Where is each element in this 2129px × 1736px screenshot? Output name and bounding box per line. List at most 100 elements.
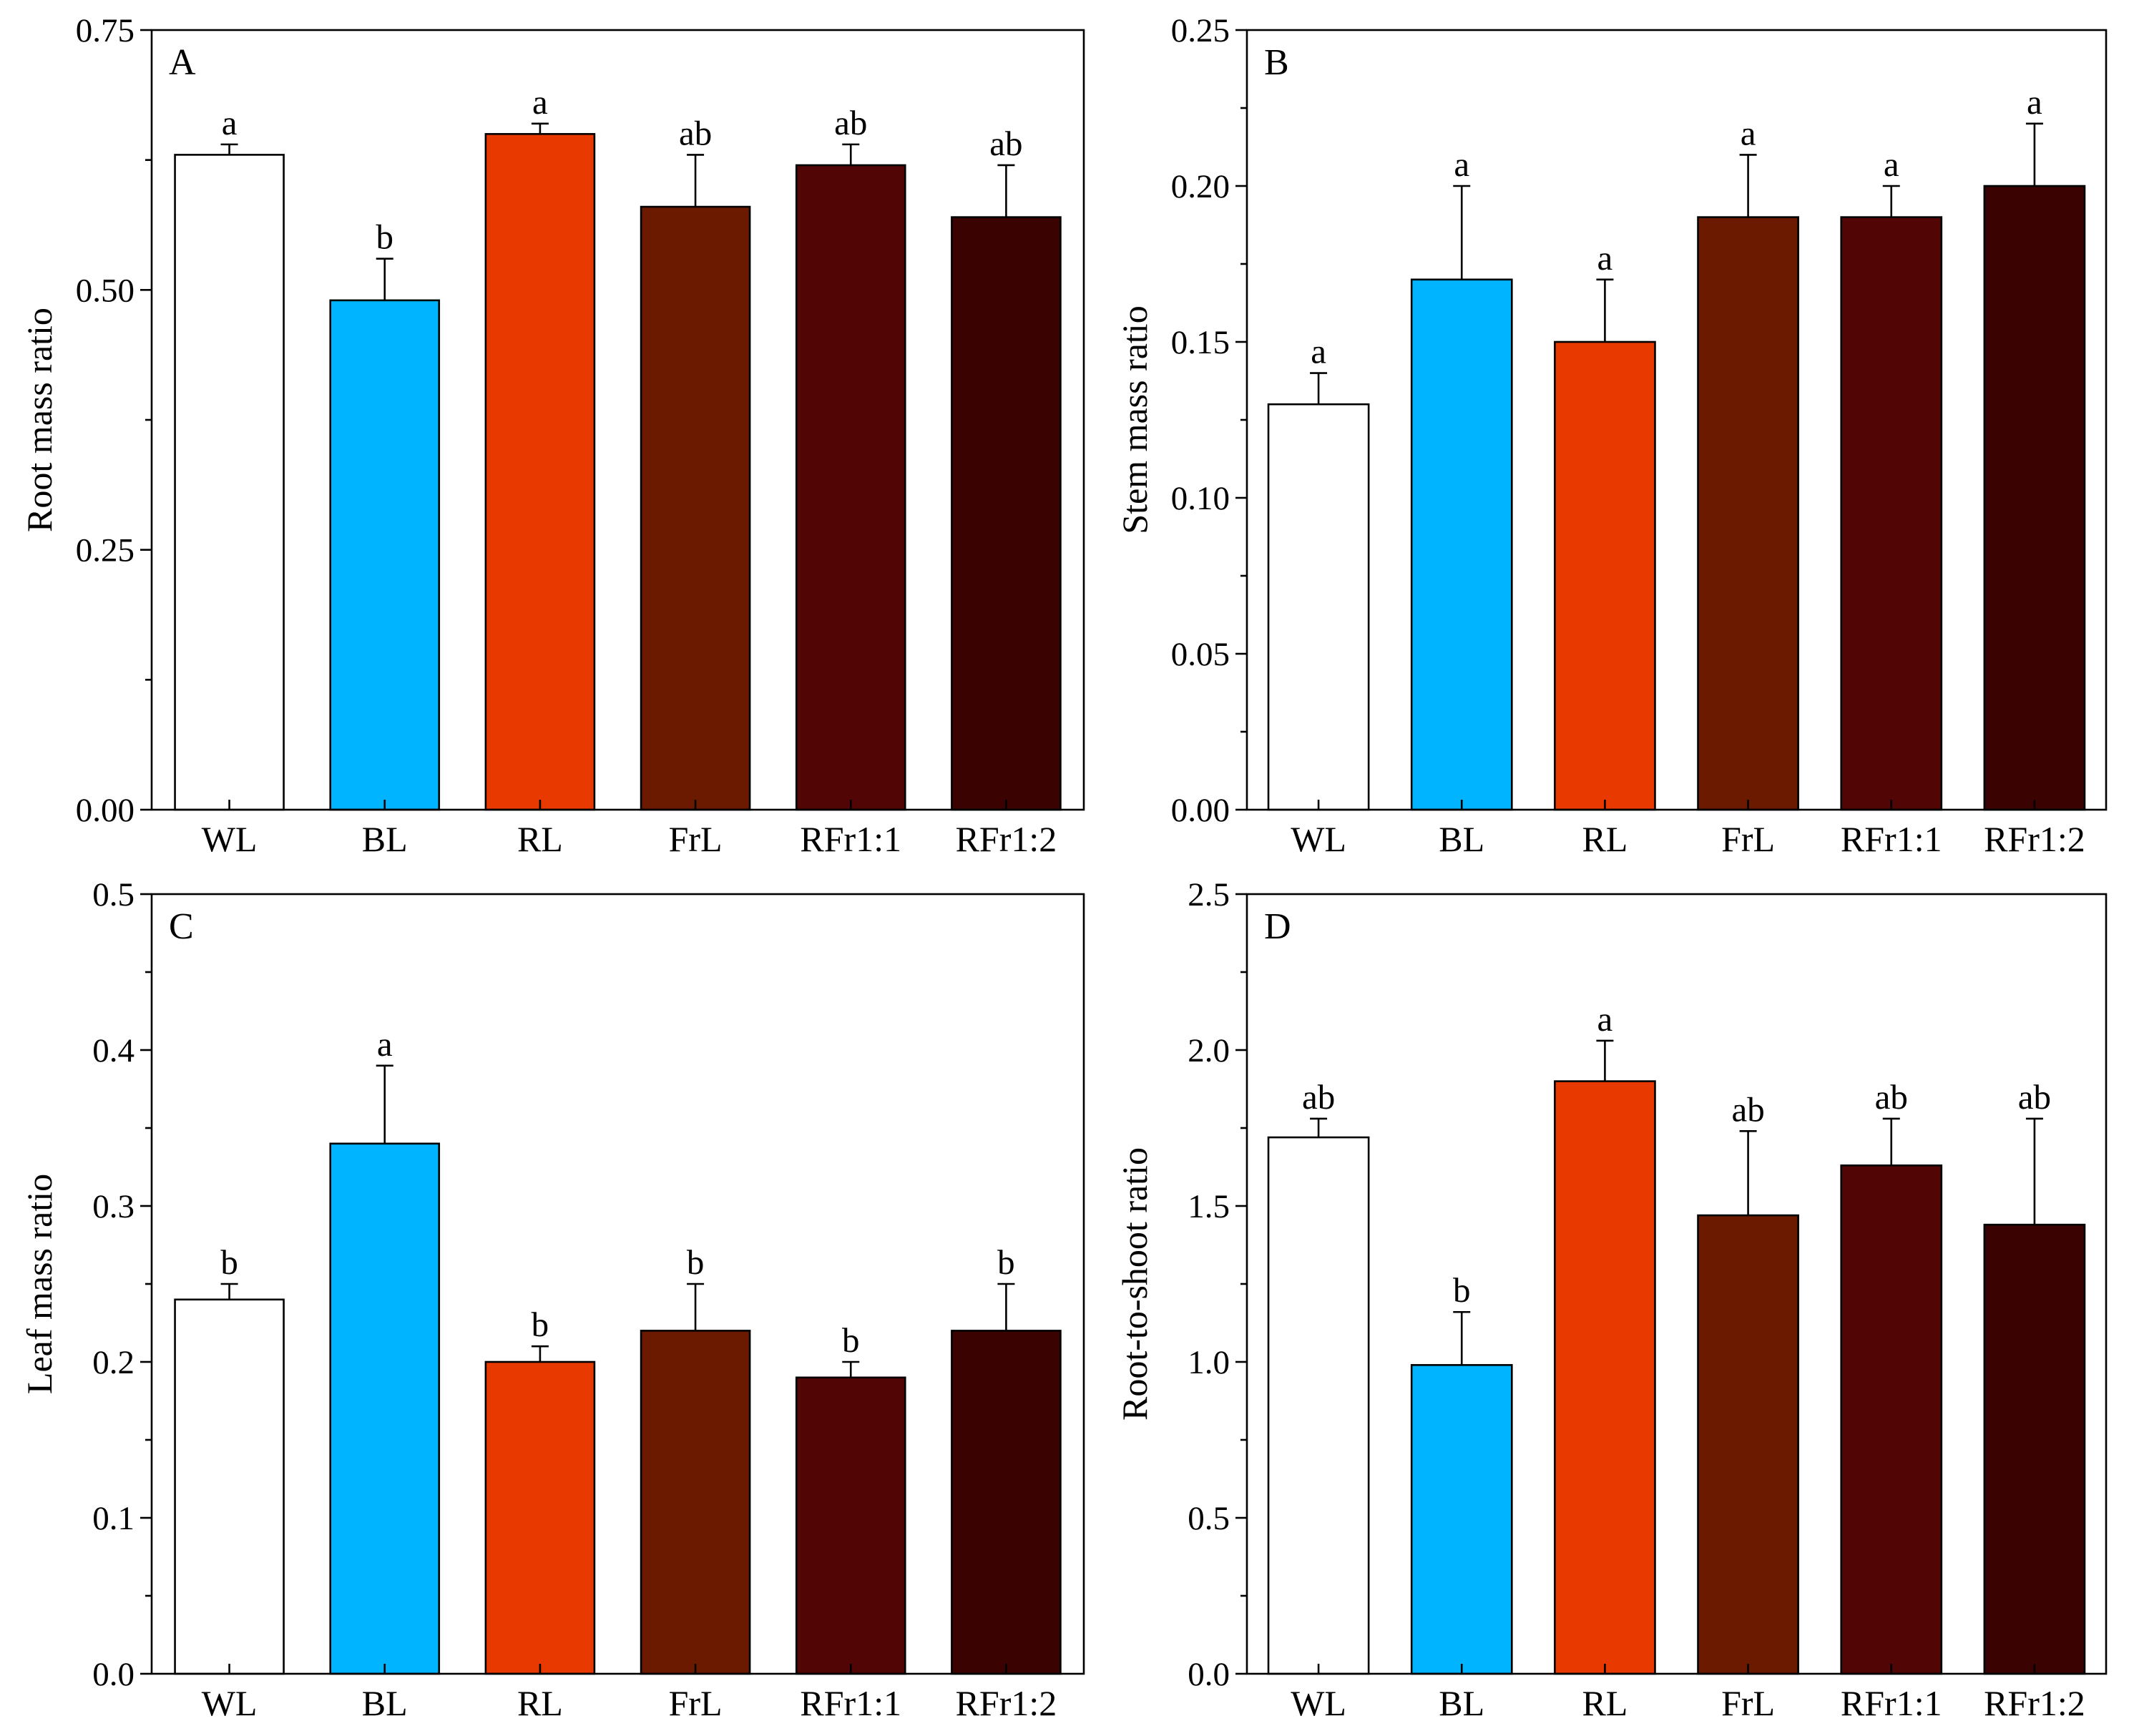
panel-letter: A (169, 42, 196, 83)
bar-rfr1-1 (795, 164, 906, 811)
significance-label-rfr1-1: ab (834, 103, 867, 142)
significance-label-bl: a (1454, 144, 1469, 184)
significance-label-frl: b (687, 1242, 705, 1282)
x-tick-label-frl: FrL (1721, 819, 1775, 859)
panel-a-chart: a WL b BL a RL ab FrL ab RFr1:1 ab RFr1:2 0.00 0.25 0.… (19, 12, 1085, 859)
x-tick-label-rfr1-1: RFr1:1 (1841, 1683, 1942, 1723)
bar-bl (329, 299, 441, 811)
axes-frame (150, 893, 1085, 1675)
panel-d-chart: ab WL b BL a RL ab FrL ab RFr1:1 ab RFr1:2 0.0 0.5 1.0… (1115, 876, 2108, 1723)
bar-rfr1-2 (1983, 185, 2086, 811)
x-tick-label-rl: RL (517, 1683, 563, 1723)
y-tick-label: 0.25 (1171, 12, 1230, 49)
panel-letter: D (1264, 906, 1291, 947)
x-tick-label-rl: RL (517, 819, 563, 859)
y-tick-label: 0.0 (1188, 1656, 1230, 1693)
y-tick-label: 0.0 (92, 1656, 134, 1693)
significance-label-frl: a (1741, 113, 1756, 152)
bar-rfr1-1 (1840, 1164, 1943, 1675)
x-tick-label-rfr1-1: RFr1:1 (800, 1683, 901, 1723)
bar-wl (1267, 1136, 1370, 1675)
significance-label-rfr1-1: ab (1875, 1077, 1908, 1117)
y-tick-label: 0.20 (1171, 168, 1230, 205)
y-tick-label: 0.05 (1171, 636, 1230, 673)
axes-frame (150, 29, 1085, 811)
x-tick-label-rfr1-2: RFr1:2 (956, 819, 1057, 859)
bar-rfr1-2 (1983, 1223, 2086, 1675)
significance-label-wl: a (222, 103, 238, 142)
x-tick-label-rfr1-2: RFr1:2 (956, 1683, 1057, 1723)
bar-wl (174, 1298, 285, 1675)
x-tick-label-rfr1-2: RFr1:2 (1984, 819, 2085, 859)
y-axis-title: Stem mass ratio (1115, 305, 1155, 534)
y-tick-label: 0.15 (1171, 324, 1230, 361)
bar-rfr1-2 (951, 1330, 1062, 1675)
x-tick-label-wl: WL (1291, 819, 1346, 859)
x-tick-label-wl: WL (202, 819, 258, 859)
significance-label-rl: a (1597, 238, 1613, 278)
bar-rl (484, 1360, 596, 1675)
y-tick-label: 0.3 (92, 1188, 134, 1225)
x-tick-label-wl: WL (1291, 1683, 1346, 1723)
y-tick-label: 0.00 (76, 792, 134, 829)
y-axis-title: Root mass ratio (19, 308, 59, 532)
x-tick-label-bl: BL (1439, 1683, 1484, 1723)
panel-b-chart: a WL a BL a RL a FrL a RFr1:1 a RFr1:2 0.00 0.05 0.10 0… (1115, 12, 2108, 859)
bar-wl (1267, 403, 1370, 811)
y-tick-label: 2.5 (1188, 876, 1230, 913)
bar-bl (1410, 278, 1513, 811)
significance-label-rfr1-2: ab (989, 124, 1022, 163)
panel-letter: C (169, 906, 194, 947)
significance-label-bl: b (376, 217, 394, 257)
bar-rfr1-1 (1840, 216, 1943, 811)
y-axis-title: Leaf mass ratio (19, 1174, 59, 1394)
x-tick-label-rfr1-2: RFr1:2 (1984, 1683, 2085, 1723)
significance-label-rfr1-1: a (1884, 144, 1899, 184)
y-tick-label: 0.00 (1171, 792, 1230, 829)
bar-wl (174, 154, 285, 811)
y-tick-label: 0.10 (1171, 480, 1230, 517)
significance-label-frl: ab (1731, 1089, 1764, 1129)
significance-label-rl: a (1597, 999, 1613, 1039)
y-tick-label: 0.2 (92, 1344, 134, 1381)
x-tick-label-rfr1-1: RFr1:1 (1841, 819, 1942, 859)
significance-label-bl: b (1453, 1270, 1471, 1310)
x-tick-label-bl: BL (1439, 819, 1484, 859)
panel-c-chart: b WL a BL b RL b FrL b RFr1:1 b RFr1:2 0.0 0.1 0.2 0.3 0… (19, 876, 1085, 1723)
axes-frame (1245, 29, 2108, 811)
significance-label-rl: b (532, 1305, 549, 1344)
x-tick-label-bl: BL (362, 1683, 408, 1723)
x-tick-label-frl: FrL (1721, 1683, 1775, 1723)
axes-frame (1245, 893, 2108, 1675)
y-tick-label: 0.50 (76, 272, 134, 309)
x-tick-label-bl: BL (362, 819, 408, 859)
bar-frl (640, 205, 751, 811)
significance-label-rfr1-2: a (2027, 82, 2042, 122)
bar-rl (1554, 340, 1656, 811)
significance-label-rfr1-1: b (842, 1320, 860, 1360)
y-tick-label: 0.4 (92, 1032, 134, 1069)
bar-rl (484, 133, 596, 811)
x-tick-label-rl: RL (1582, 819, 1628, 859)
bar-bl (1410, 1364, 1513, 1675)
y-tick-label: 0.25 (76, 532, 134, 569)
x-tick-label-wl: WL (202, 1683, 258, 1723)
bar-bl (329, 1142, 441, 1675)
y-tick-label: 0.75 (76, 12, 134, 49)
y-tick-label: 0.1 (92, 1500, 134, 1537)
significance-label-rfr1-2: ab (2018, 1077, 2051, 1117)
bar-rfr1-1 (795, 1376, 906, 1675)
significance-label-rl: a (532, 82, 548, 122)
x-tick-label-frl: FrL (669, 1683, 723, 1723)
significance-label-rfr1-2: b (997, 1242, 1015, 1282)
significance-label-frl: ab (679, 113, 712, 152)
y-tick-label: 0.5 (1188, 1500, 1230, 1537)
y-tick-label: 1.0 (1188, 1344, 1230, 1381)
y-tick-label: 1.5 (1188, 1188, 1230, 1225)
bar-rl (1554, 1080, 1656, 1675)
x-tick-label-rl: RL (1582, 1683, 1628, 1723)
panel-letter: B (1264, 42, 1289, 83)
x-tick-label-frl: FrL (669, 819, 723, 859)
significance-label-wl: ab (1302, 1077, 1335, 1117)
